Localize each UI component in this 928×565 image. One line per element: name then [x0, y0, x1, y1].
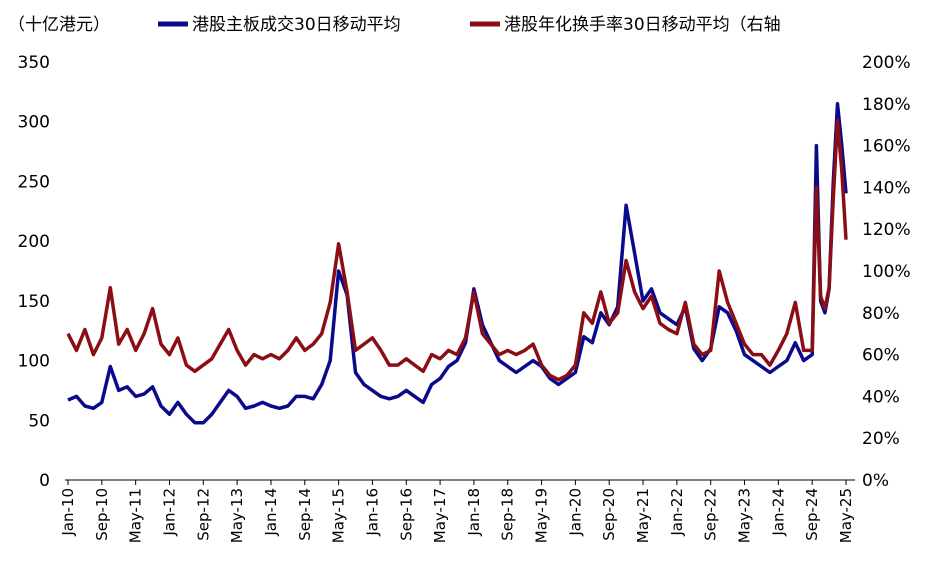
left-tick-label: 350: [18, 53, 50, 73]
left-tick-label: 100: [18, 352, 50, 372]
x-axis: Jan-10 Sep-10 May-11 Jan-12 Sep-12 May-13 Jan-…: [59, 480, 855, 543]
left-tick-label: 200: [18, 232, 50, 252]
x-tick-label: Jan-24: [769, 488, 787, 537]
x-tick-label: May-13: [228, 488, 246, 543]
x-tick-label: May-25: [837, 488, 855, 543]
x-tick-label: Sep-18: [499, 488, 517, 541]
x-tick-label: May-15: [330, 488, 348, 543]
x-tick-label: Jan-22: [668, 488, 686, 537]
left-tick-label: 0: [39, 471, 50, 491]
x-tick-label: Jan-20: [566, 488, 584, 537]
x-tick-label: Sep-12: [194, 488, 212, 541]
x-tick-label: Sep-14: [296, 488, 314, 541]
x-tick-label: May-17: [431, 488, 449, 543]
right-tick-label: 120%: [862, 220, 911, 240]
left-y-axis: 0 50 100 150 200 250 300 350: [18, 53, 50, 491]
left-tick-label: 50: [28, 411, 50, 431]
right-tick-label: 180%: [862, 95, 911, 115]
legend-label-turnover-rate: 港股年化换手率30日移动平均（右轴: [504, 15, 781, 35]
x-tick-label: May-23: [736, 488, 754, 543]
right-tick-label: 100%: [862, 262, 911, 282]
left-tick-label: 250: [18, 172, 50, 192]
x-tick-label: May-19: [533, 488, 551, 543]
x-tick-label: Sep-22: [702, 488, 720, 541]
x-tick-label: Jan-18: [465, 488, 483, 537]
x-tick-label: Jan-14: [262, 488, 280, 537]
x-tick-label: Sep-16: [397, 488, 415, 541]
x-tick-label: May-11: [127, 488, 145, 543]
x-tick-label: Jan-10: [59, 488, 77, 537]
left-tick-label: 150: [18, 292, 50, 312]
legend-label-turnover-value: 港股主板成交30日移动平均: [192, 15, 401, 35]
right-tick-label: 140%: [862, 178, 911, 198]
right-tick-label: 20%: [862, 429, 900, 449]
series-line-turnover-rate: [66, 118, 848, 382]
x-tick-label: Sep-10: [93, 488, 111, 541]
x-tick-label: Sep-20: [600, 488, 618, 541]
right-tick-label: 0%: [862, 471, 889, 491]
x-tick-label: Sep-24: [803, 488, 821, 541]
right-tick-label: 200%: [862, 53, 911, 73]
unit-label: （十亿港元）: [8, 15, 110, 35]
series-layer: [66, 102, 848, 425]
right-tick-label: 60%: [862, 346, 900, 366]
right-y-axis: 0% 20% 40% 60% 80% 100% 120% 140% 160% 180% 200%: [862, 53, 911, 491]
right-tick-label: 40%: [862, 387, 900, 407]
x-tick-label: May-21: [634, 488, 652, 543]
x-tick-label: Jan-12: [160, 488, 178, 537]
series-line-turnover-value: [67, 102, 848, 425]
x-tick-label: Jan-16: [363, 488, 381, 537]
left-tick-label: 300: [18, 113, 50, 133]
right-tick-label: 80%: [862, 304, 900, 324]
right-tick-label: 160%: [862, 137, 911, 157]
